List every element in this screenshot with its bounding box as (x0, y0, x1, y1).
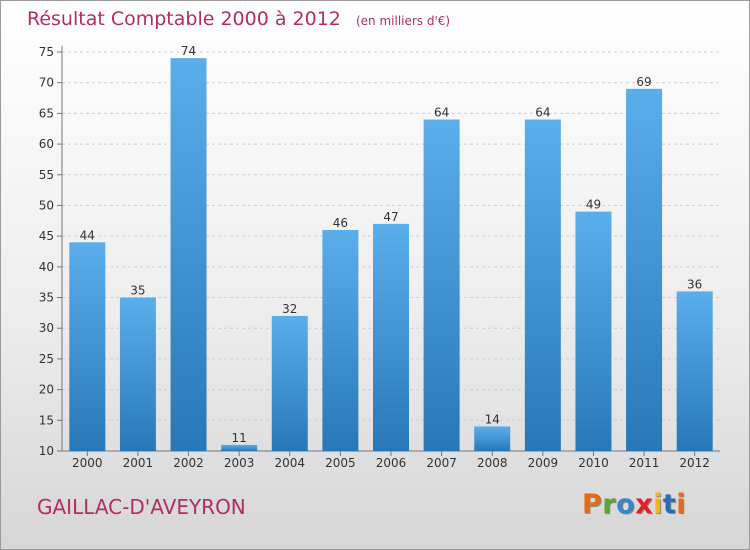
logo-letter: t (662, 489, 677, 520)
bar (626, 88, 663, 451)
data-label: 69 (636, 75, 651, 89)
data-label: 49 (586, 198, 601, 212)
x-tick-label: 2008 (477, 456, 508, 470)
data-labels: 44 35 74 11 32 46 47 64 14 64 49 69 36 (80, 44, 703, 445)
y-tick-label: 35 (39, 291, 54, 305)
logo-letter: r (602, 489, 617, 520)
bars (69, 58, 713, 452)
chart-title-block: Résultat Comptable 2000 à 2012 (en milli… (27, 8, 450, 30)
data-label: 44 (80, 228, 95, 242)
place-name: GAILLAC-D'AVEYRON (37, 495, 246, 519)
y-tick-label: 25 (39, 352, 54, 366)
x-tick-label: 2006 (376, 456, 407, 470)
data-label: 46 (333, 216, 348, 230)
y-tick-label: 55 (39, 168, 54, 182)
bar (575, 211, 612, 451)
logo-letter: i (676, 489, 687, 520)
y-tick-label: 50 (39, 198, 54, 212)
y-tick-label: 15 (39, 413, 54, 427)
data-label: 35 (130, 284, 145, 298)
bar (373, 223, 409, 451)
bar (524, 119, 561, 452)
bar (322, 230, 359, 451)
bar (170, 58, 207, 452)
bar (271, 315, 308, 451)
data-label: 74 (181, 44, 196, 58)
x-tick-label: 2011 (629, 456, 660, 470)
x-tick-label: 2005 (325, 456, 356, 470)
y-tick-label: 40 (39, 260, 54, 274)
y-tick-label: 10 (39, 444, 54, 458)
logo-letter: x (635, 489, 654, 520)
bar (221, 444, 258, 451)
bar (676, 291, 713, 451)
bar (69, 242, 106, 451)
data-label: 64 (535, 106, 550, 120)
data-label: 14 (485, 412, 500, 426)
x-tick-label: 2002 (173, 456, 204, 470)
x-tick-label: 2000 (72, 456, 103, 470)
x-tick-label: 2010 (578, 456, 609, 470)
data-label: 64 (434, 106, 449, 120)
logo-letter: o (616, 489, 636, 520)
chart-title: Résultat Comptable 2000 à 2012 (27, 8, 341, 30)
x-tick-label: 2007 (426, 456, 457, 470)
y-tick-label: 65 (39, 106, 54, 120)
logo-letter: i (653, 489, 663, 520)
proxiti-logo[interactable]: Proxiti (582, 489, 686, 520)
y-tick-label: 45 (39, 229, 54, 243)
y-tick-label: 70 (39, 76, 54, 90)
data-label: 11 (232, 431, 247, 445)
x-tick-label: 2012 (679, 456, 710, 470)
data-label: 32 (282, 302, 297, 316)
logo-letter: P (582, 489, 603, 520)
y-tick-label: 20 (39, 383, 54, 397)
chart-subtitle: (en milliers d'€) (355, 14, 451, 28)
x-tick-label: 2001 (123, 456, 154, 470)
bar (474, 426, 511, 451)
data-label: 47 (383, 210, 398, 224)
x-tick-label: 2009 (528, 456, 559, 470)
x-tick-label: 2004 (274, 456, 305, 470)
x-tick-label: 2003 (224, 456, 255, 470)
bar (119, 297, 156, 451)
data-label: 36 (687, 277, 702, 291)
y-tick-label: 75 (39, 45, 54, 59)
y-tick-label: 30 (39, 321, 54, 335)
y-tick-label: 60 (39, 137, 54, 151)
bar (423, 119, 460, 452)
